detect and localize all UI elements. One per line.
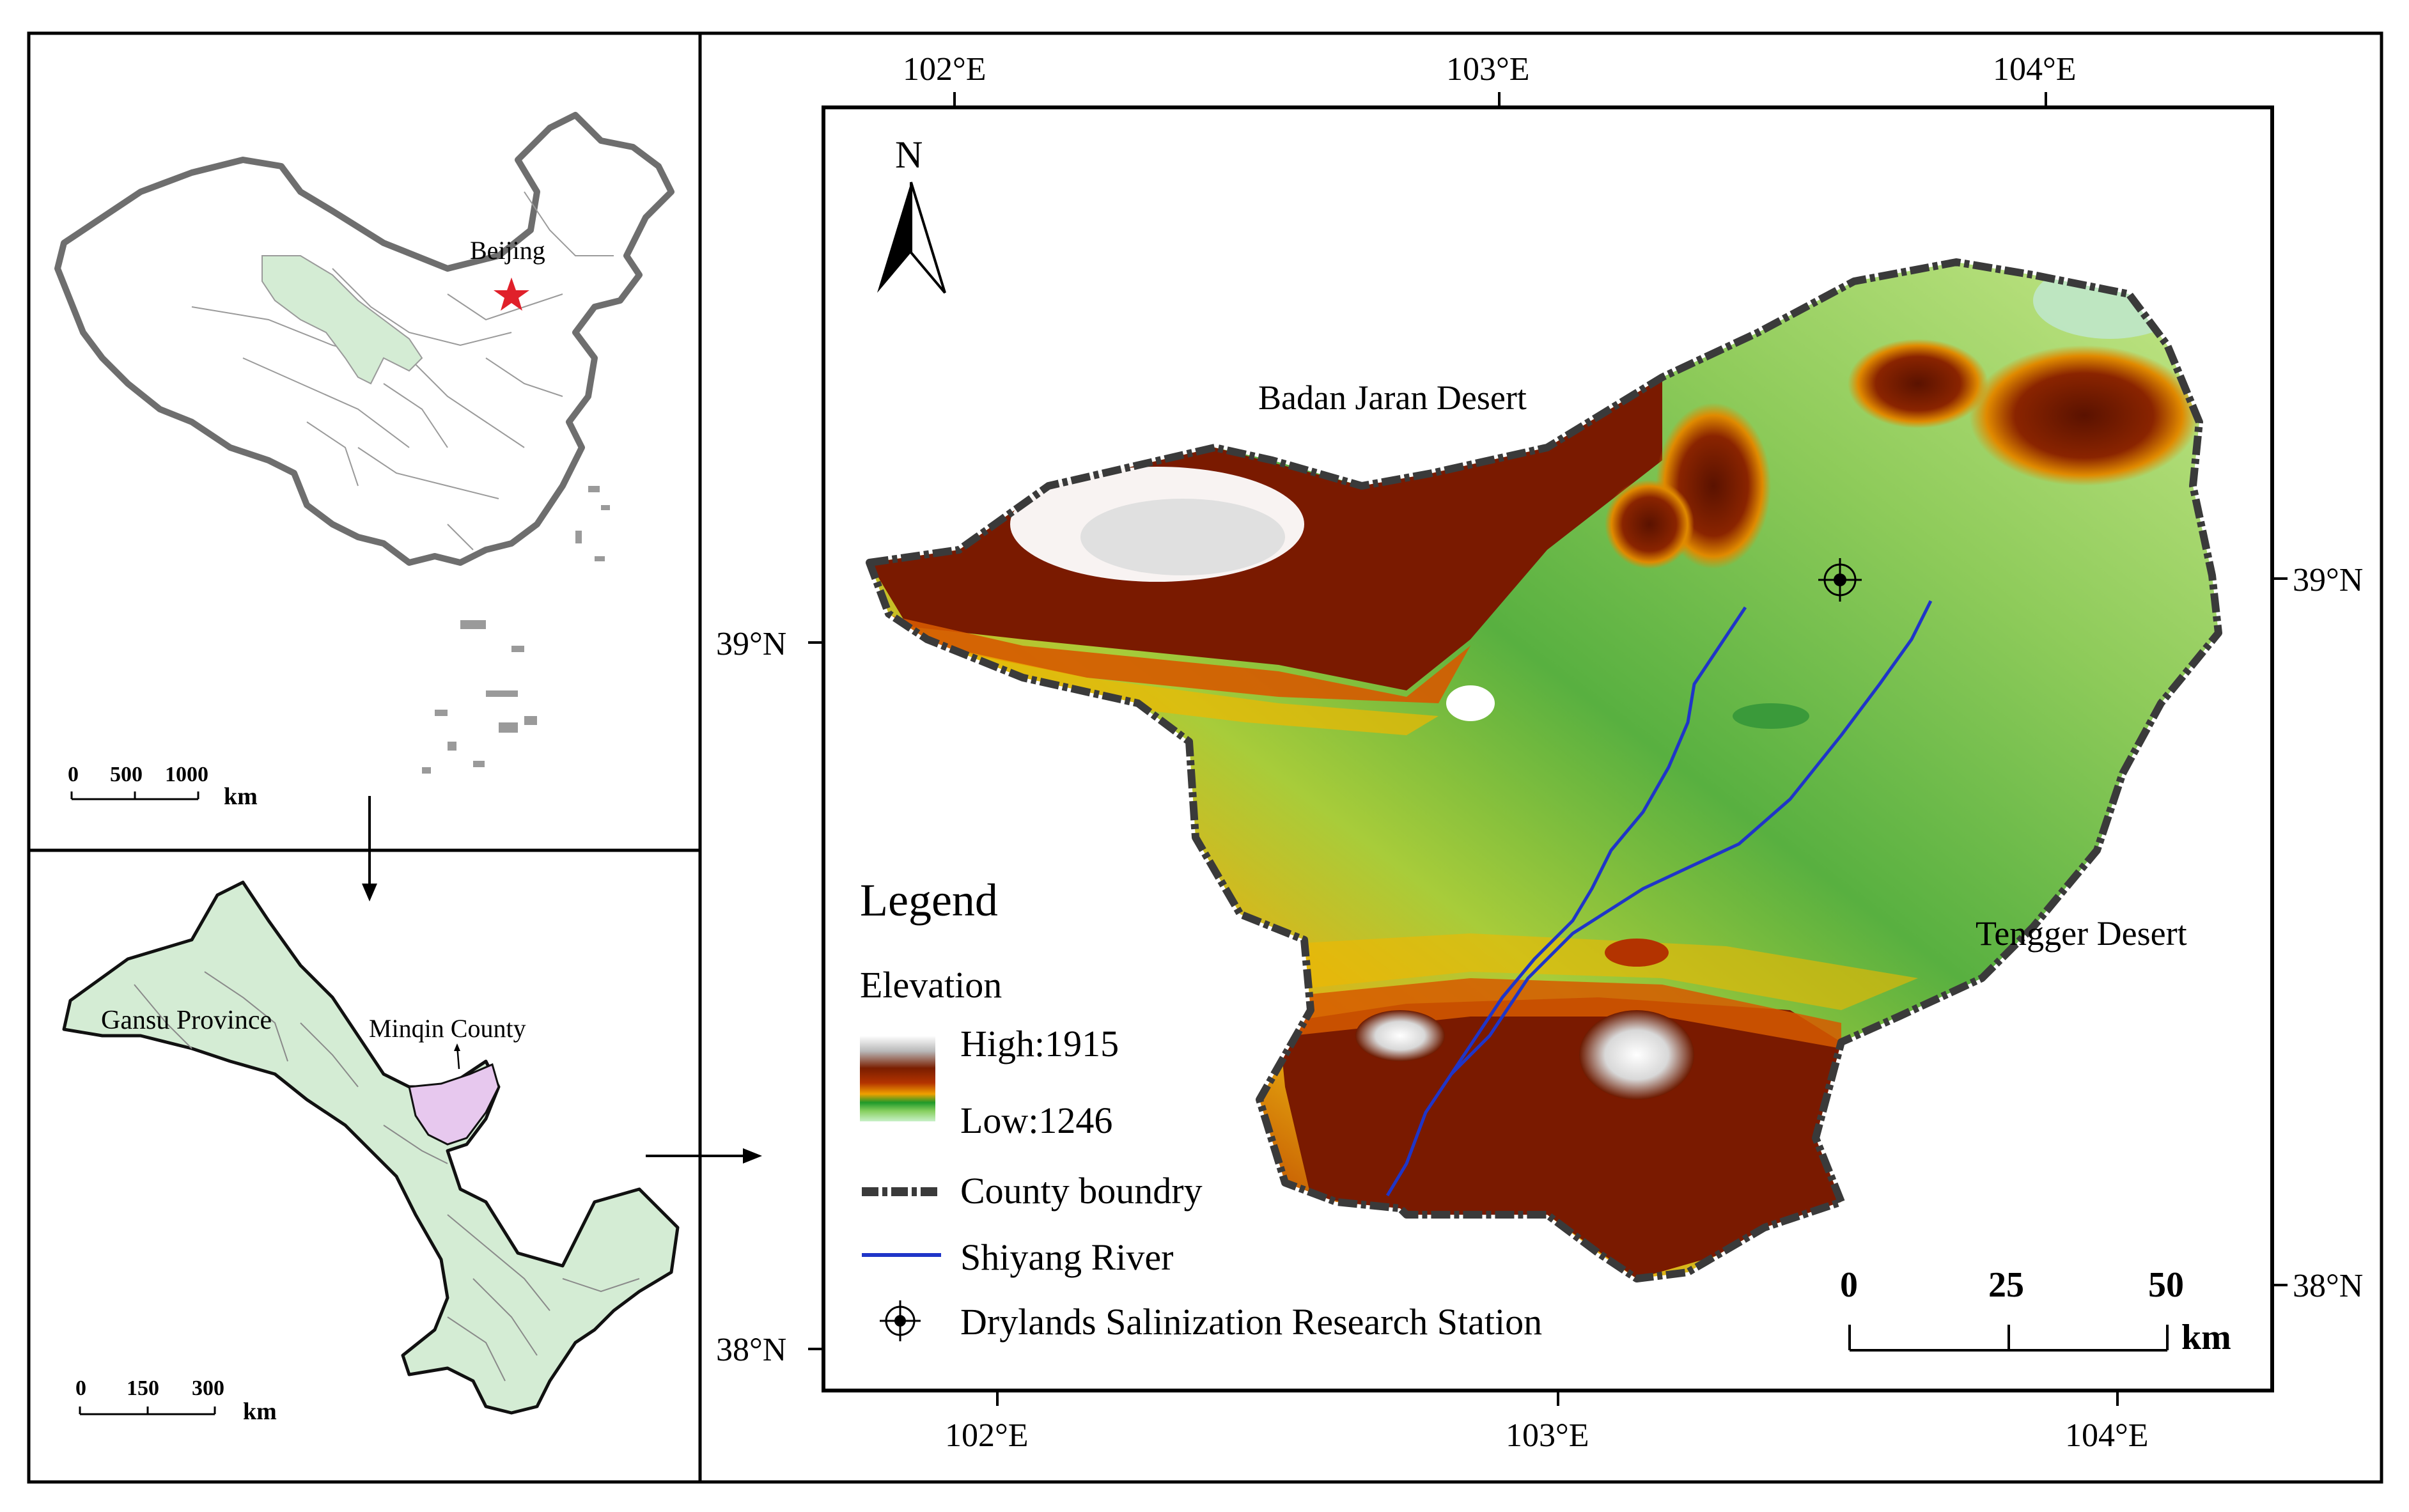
south-china-sea-islands [422,486,610,774]
legend-elevation-title: Elevation [860,964,1002,1006]
province-scale-tick-2: 300 [192,1376,224,1400]
longitude-label-top-103: 103°E [1446,51,1530,88]
longitude-label-top-102: 102°E [903,51,986,88]
legend-station-label: Drylands Salinization Research Station [960,1301,1542,1343]
latitude-label-right-38: 38°N [2293,1268,2363,1304]
gansu-prefecture-lines [134,971,640,1382]
latitude-label-left-39: 39°N [716,626,786,662]
overview-scalebar: 0 500 1000 km [68,763,258,810]
main-scale-unit: km [2181,1318,2231,1357]
overview-map: Beijing 0 500 1000 km [54,112,674,810]
legend: Legend Elevation High:1915 Low:1246 Coun… [860,875,1542,1343]
province-scale-tick-0: 0 [75,1376,86,1400]
legend-boundary-label: County boundry [960,1170,1203,1212]
overview-scale-tick-2: 1000 [165,763,208,786]
legend-elevation-ramp [860,1036,935,1121]
gansu-province-label: Gansu Province [101,1006,272,1035]
longitude-label-bottom-104: 104°E [2065,1417,2149,1454]
county-boundary [866,258,2222,1282]
minqin-pointer-arrow-icon [454,1043,460,1070]
main-scale-tick-0: 0 [1840,1265,1858,1305]
shiyang-river [1385,600,1933,1197]
longitude-label-bottom-102: 102°E [945,1417,1029,1454]
province-scale-unit: km [243,1398,277,1425]
arrow-down-icon [362,796,377,901]
gansu-shape [62,880,680,1415]
gansu-highlight [261,255,423,385]
main-panel-frame [698,31,2383,1484]
beijing-star-icon [494,277,529,311]
main-scale-tick-2: 50 [2148,1265,2184,1305]
main-scale-tick-1: 25 [1988,1265,2024,1305]
longitude-label-bottom-103: 103°E [1506,1417,1589,1454]
legend-river-label: Shiyang River [960,1236,1173,1278]
latitude-label-right-39: 39°N [2293,562,2363,598]
badan-jaran-desert-label: Badan Jaran Desert [1258,378,1527,417]
legend-station-icon [880,1300,921,1341]
legend-title: Legend [860,875,998,926]
internal-province-lines [191,191,614,550]
legend-low-label: Low:1246 [960,1100,1112,1141]
research-station-icon [1818,558,1862,602]
province-scale-tick-1: 150 [127,1376,159,1400]
beijing-label: Beijing [470,236,545,265]
minqin-county-highlight [408,1063,500,1146]
overview-scale-tick-0: 0 [68,763,79,786]
overview-scale-tick-1: 500 [110,763,143,786]
main-scalebar: 0 25 50 km [1840,1265,2231,1357]
main-map: 102°E 103°E 104°E 102°E 103°E 104°E 39°N… [716,51,2363,1454]
province-map: Gansu Province Minqin County 0 150 300 k… [62,880,680,1425]
graticule-ticks [808,92,2288,1406]
tengger-desert-label: Tengger Desert [1976,914,2187,953]
latitude-label-left-38: 38°N [716,1332,786,1368]
north-arrow-icon: N [877,134,946,294]
main-map-neatline [822,105,2274,1392]
longitude-label-top-104: 104°E [1993,51,2077,88]
minqin-county-label: Minqin County [369,1014,526,1043]
legend-high-label: High:1915 [960,1023,1119,1064]
province-scalebar: 0 150 300 km [75,1376,277,1425]
overview-scale-unit: km [224,783,258,810]
arrow-right-icon [646,1148,762,1164]
north-arrow-label: N [895,134,923,176]
